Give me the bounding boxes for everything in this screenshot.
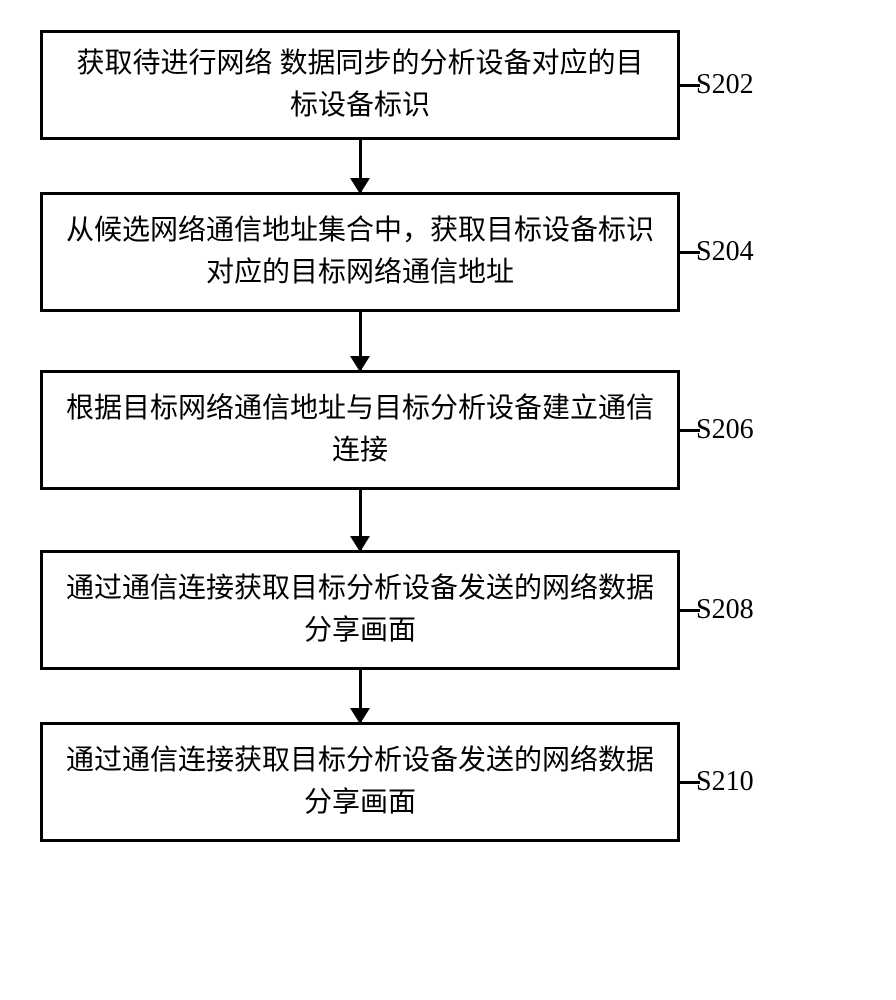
- step-box-s204: 从候选网络通信地址集合中，获取目标设备标识对应的目标网络通信地址: [40, 192, 680, 312]
- arrow-container-1: [40, 140, 680, 192]
- arrow-3: [359, 490, 362, 550]
- step-row-3: 根据目标网络通信地址与目标分析设备建立通信连接 S206: [40, 370, 856, 490]
- step-box-s210: 通过通信连接获取目标分析设备发送的网络数据分享画面: [40, 722, 680, 842]
- step-box-s206: 根据目标网络通信地址与目标分析设备建立通信连接: [40, 370, 680, 490]
- flowchart-container: 获取待进行网络 数据同步的分析设备对应的目标设备标识 S202 从候选网络通信地…: [40, 30, 856, 842]
- step-text: 从候选网络通信地址集合中，获取目标设备标识对应的目标网络通信地址: [63, 210, 657, 294]
- step-row-2: 从候选网络通信地址集合中，获取目标设备标识对应的目标网络通信地址 S204: [40, 192, 856, 312]
- step-text: 通过通信连接获取目标分析设备发送的网络数据分享画面: [63, 568, 657, 652]
- step-text: 根据目标网络通信地址与目标分析设备建立通信连接: [63, 388, 657, 472]
- arrow-2: [359, 312, 362, 370]
- step-label-s208: S208: [696, 594, 754, 626]
- step-label-s206: S206: [696, 414, 754, 446]
- arrow-4: [359, 670, 362, 722]
- arrow-container-3: [40, 490, 680, 550]
- step-row-4: 通过通信连接获取目标分析设备发送的网络数据分享画面 S208: [40, 550, 856, 670]
- step-label-s202: S202: [696, 69, 754, 101]
- step-text: 获取待进行网络 数据同步的分析设备对应的目标设备标识: [63, 43, 657, 127]
- step-box-s208: 通过通信连接获取目标分析设备发送的网络数据分享画面: [40, 550, 680, 670]
- step-label-s210: S210: [696, 766, 754, 798]
- step-text: 通过通信连接获取目标分析设备发送的网络数据分享画面: [63, 740, 657, 824]
- step-label-s204: S204: [696, 236, 754, 268]
- step-row-1: 获取待进行网络 数据同步的分析设备对应的目标设备标识 S202: [40, 30, 856, 140]
- arrow-container-4: [40, 670, 680, 722]
- arrow-1: [359, 140, 362, 192]
- arrow-container-2: [40, 312, 680, 370]
- step-row-5: 通过通信连接获取目标分析设备发送的网络数据分享画面 S210: [40, 722, 856, 842]
- step-box-s202: 获取待进行网络 数据同步的分析设备对应的目标设备标识: [40, 30, 680, 140]
